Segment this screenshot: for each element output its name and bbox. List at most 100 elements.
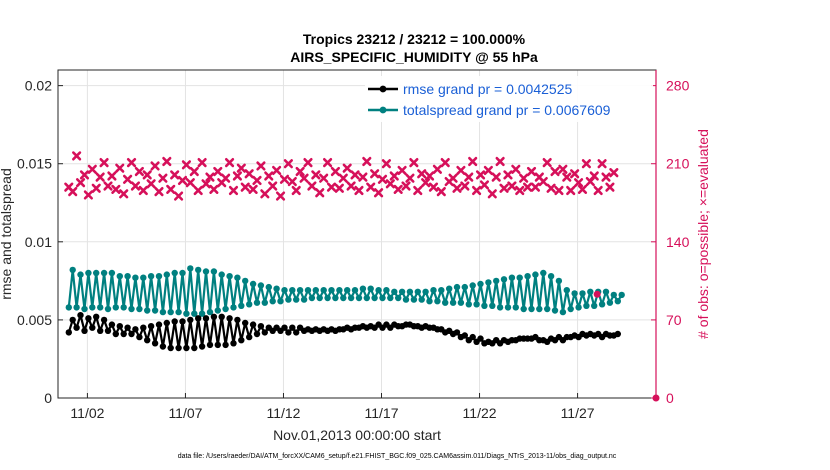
rmse-point [97, 327, 104, 334]
rmse-point [257, 323, 265, 330]
totalspread-point [379, 294, 386, 302]
totalspread-point [93, 269, 100, 277]
rmse-point [214, 341, 221, 349]
totalspread-point [383, 287, 390, 294]
legend-marker-spread [379, 106, 387, 114]
totalspread-point [367, 285, 374, 292]
obs-evaluated-point [377, 174, 388, 184]
obs-evaluated-point [507, 181, 517, 191]
obs-evaluated-point [224, 157, 235, 168]
obs-evaluated-point [538, 176, 548, 187]
totalspread-point [65, 304, 73, 311]
rmse-point [77, 312, 84, 319]
rmse-point [261, 329, 268, 336]
y-tick-right-label: 210 [666, 156, 690, 172]
totalspread-point [469, 282, 476, 289]
obs-evaluated-point [111, 184, 121, 194]
x-tick-label: 11/27 [561, 405, 595, 421]
obs-evaluated-point [519, 173, 529, 183]
totalspread-point [395, 294, 402, 302]
obs-evaluated-point [526, 166, 537, 177]
totalspread-point [351, 287, 359, 294]
obs-evaluated-point [138, 185, 148, 196]
obs-evaluated-point [68, 187, 78, 197]
totalspread-point [124, 273, 131, 280]
totalspread-point [140, 274, 147, 281]
obs-evaluated-point [95, 172, 105, 182]
obs-evaluated-point [358, 172, 368, 182]
obs-evaluated-point [303, 157, 313, 168]
totalspread-point [132, 274, 139, 281]
legend-marker-rmse [379, 85, 387, 93]
obs-evaluated-point [119, 189, 129, 199]
rmse-point [116, 323, 124, 330]
obs-evaluated-point [581, 159, 591, 169]
obs-evaluated-point [146, 179, 156, 189]
totalspread-point [261, 299, 268, 306]
totalspread-point [120, 304, 127, 311]
totalspread-point [336, 287, 343, 294]
rmse-point [81, 327, 88, 334]
obs-evaluated-point [275, 191, 286, 201]
totalspread-point [242, 277, 249, 285]
series-layer [64, 151, 660, 402]
obs-evaluated-point [522, 182, 533, 192]
totalspread-point [520, 305, 527, 313]
y-tick-right-label: 140 [666, 234, 690, 250]
rmse-point [253, 330, 261, 338]
obs-evaluated-point [232, 171, 242, 181]
rmse-point [104, 327, 112, 334]
rmse-point [230, 340, 237, 347]
obs-evaluated-point [264, 171, 274, 181]
rmse-point [65, 329, 73, 336]
obs-evaluated-point [260, 189, 270, 199]
rmse-point [167, 344, 174, 352]
obs-evaluated-point [346, 181, 356, 191]
totalspread-line [67, 267, 623, 315]
x-tick-label: 11/07 [168, 405, 202, 421]
totalspread-point [477, 280, 484, 288]
x-axis-label: Nov.01,2013 00:00:00 start [273, 427, 441, 443]
obs-evaluated-point [558, 164, 568, 174]
totalspread-point [81, 305, 88, 313]
obs-evaluated-point [554, 185, 564, 196]
y-axis-label: rmse and totalspread [0, 168, 14, 300]
rmse-point [69, 316, 76, 324]
obs-evaluated-point [350, 170, 360, 180]
totalspread-point [438, 287, 445, 294]
obs-evaluated-point [72, 151, 82, 161]
totalspread-point [202, 268, 210, 275]
totalspread-point [179, 269, 186, 277]
totalspread-point [238, 302, 245, 309]
totalspread-point [461, 283, 468, 291]
obs-evaluated-point [158, 173, 168, 183]
obs-evaluated-point [530, 182, 541, 192]
obs-evaluated-point [334, 183, 344, 193]
totalspread-point [583, 302, 590, 309]
totalspread-point [332, 294, 339, 302]
totalspread-point [285, 296, 292, 303]
rmse-point [226, 315, 233, 322]
y-axis-right-label: # of obs: o=possible; ×=evaluated [695, 129, 711, 339]
obs-evaluated-point [409, 157, 419, 168]
totalspread-point [551, 307, 559, 314]
obs-evaluated-point [417, 169, 427, 179]
totalspread-point [89, 304, 96, 311]
legend-label-spread: totalspread grand pr = 0.0067609 [403, 102, 611, 118]
totalspread-point [226, 273, 233, 280]
obs-evaluated-point [177, 175, 188, 186]
totalspread-point [108, 269, 116, 277]
totalspread-point [449, 299, 457, 306]
totalspread-point [195, 266, 202, 274]
totalspread-point [575, 304, 582, 311]
obs-evaluated-point [566, 185, 576, 196]
totalspread-point [328, 287, 335, 294]
totalspread-point [230, 304, 237, 311]
obs-evaluated-point [589, 171, 599, 181]
obs-evaluated-point [605, 182, 615, 192]
totalspread-point [155, 273, 163, 280]
obs-evaluated-point [597, 159, 607, 169]
obs-evaluated-point [464, 172, 474, 182]
obs-evaluated-point [256, 161, 266, 171]
obs-evaluated-point [428, 182, 439, 192]
